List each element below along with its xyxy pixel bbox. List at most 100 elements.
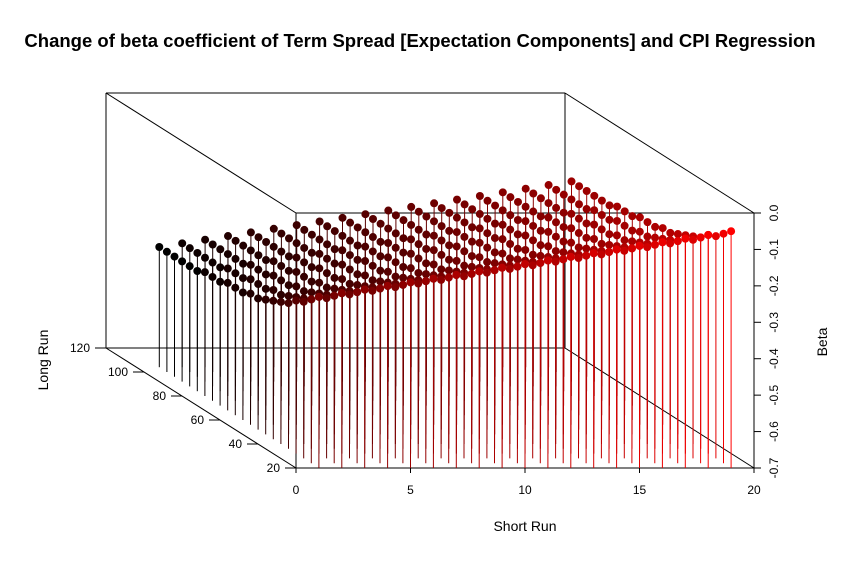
data-point [620,207,629,216]
data-point [559,223,568,232]
data-point [521,231,530,240]
data-point [414,225,423,234]
data-point [337,289,346,298]
data-point [521,217,530,226]
data-point [635,241,644,250]
data-point [529,236,537,245]
data-point [398,280,407,289]
data-point [574,214,583,223]
data-point [597,250,606,259]
data-point [292,221,301,230]
data-point [475,238,484,247]
data-point [582,244,591,253]
data-point [345,279,354,288]
data-point [483,243,492,252]
data-point [406,249,415,258]
z-tick-label: 0.0 [767,204,781,221]
data-point [276,297,285,306]
data-point [475,267,484,276]
data-point [208,240,217,249]
data-point [300,243,309,252]
x-tick-label: 0 [293,483,300,497]
data-point [437,204,446,213]
data-point [551,247,560,256]
data-point [528,250,537,259]
data-point [262,238,271,247]
data-point [391,211,400,220]
data-point [559,248,568,257]
data-point [429,260,438,269]
data-point [254,280,263,289]
data-point [681,234,690,243]
data-point [444,266,453,275]
data-point [566,252,575,261]
data-point [468,237,476,246]
data-point [460,232,469,241]
y-tick-label: 20 [267,461,281,475]
data-point [239,259,248,268]
data-point [643,243,652,252]
data-point [467,269,476,278]
data-point [575,182,584,191]
data-point [346,218,355,227]
data-point [407,202,416,211]
data-point [376,252,385,261]
data-point [254,294,263,303]
data-point [559,190,568,199]
data-point [315,278,324,287]
data-point [391,258,400,267]
data-point [513,244,522,253]
data-point [361,271,369,280]
data-point [361,257,370,266]
z-tick-label: -0.5 [767,384,781,405]
data-point [200,268,209,277]
data-point [452,256,461,265]
x-tick-label: 10 [518,483,532,497]
data-point [277,276,286,285]
data-point [338,246,347,255]
data-point [307,277,316,286]
data-point [307,295,316,304]
x-tick-label: 20 [747,483,761,497]
data-point [704,230,713,239]
data-point [559,237,568,246]
data-point [475,191,484,200]
data-point [582,187,591,196]
data-point [239,241,248,250]
data-point [269,242,278,251]
x-tick-label: 5 [407,483,414,497]
data-point [437,222,446,231]
data-point [467,252,476,261]
data-point [719,229,728,238]
data-point [269,286,278,295]
data-point [544,199,553,208]
data-point [635,227,644,236]
data-point [323,240,332,249]
data-point [391,283,400,292]
data-point [269,296,278,305]
data-point [277,290,285,299]
y-tick-label: 60 [191,413,205,427]
data-point [300,258,309,267]
data-point [224,232,232,241]
data-point [483,196,492,205]
data-point [391,229,400,238]
data-point [430,199,439,208]
data-point [338,213,347,222]
chart-title: Change of beta coefficient of Term Sprea… [24,30,815,51]
data-point [575,200,583,209]
data-point [315,249,324,258]
data-point [506,193,515,202]
data-point [498,206,507,215]
y-tick-label: 40 [229,437,243,451]
data-point [551,257,560,266]
data-point [223,278,232,287]
data-point [414,207,423,216]
data-point [292,253,301,262]
data-point [361,210,370,219]
data-point [368,276,377,285]
data-point [246,246,255,255]
data-point [552,185,561,194]
data-point [361,242,370,251]
data-point [414,279,423,288]
